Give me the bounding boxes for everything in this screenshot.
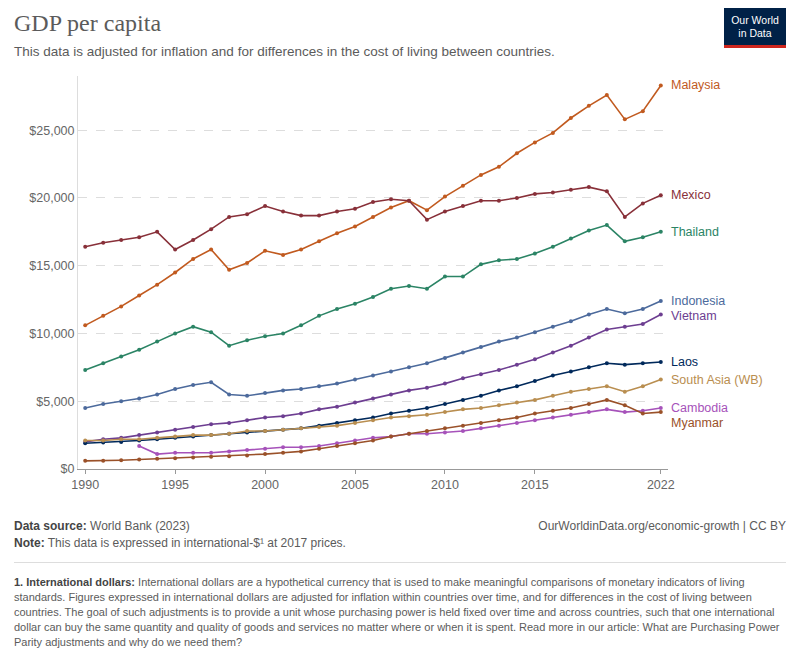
svg-text:$20,000: $20,000 [29,191,74,205]
svg-text:Vietnam: Vietnam [671,309,717,323]
svg-text:$0: $0 [61,462,75,476]
svg-text:$5,000: $5,000 [36,395,74,409]
html-text:GDP per capita: GDP per capita [14,10,162,36]
html-text:in Data: in Data [738,27,772,39]
svg-text:Indonesia: Indonesia [671,294,725,308]
svg-text:$15,000: $15,000 [29,259,74,273]
svg-text:$25,000: $25,000 [29,124,74,138]
svg-text:Myanmar: Myanmar [671,416,723,430]
svg-text:1995: 1995 [161,478,189,492]
svg-text:Thailand: Thailand [671,225,719,239]
html-text:This data is adjusted for infl: This data is adjusted for inflation and … [14,44,555,59]
html-text:OurWorldinData.org/economic-gr: OurWorldinData.org/economic-growth | CC … [538,519,786,533]
svg-text:2000: 2000 [251,478,279,492]
svg-text:Laos: Laos [671,355,698,369]
svg-text:2015: 2015 [521,478,549,492]
svg-text:2010: 2010 [431,478,459,492]
svg-text:South Asia (WB): South Asia (WB) [671,373,763,387]
svg-text:2005: 2005 [341,478,369,492]
svg-text:Malaysia: Malaysia [671,78,720,92]
svg-text:1990: 1990 [71,478,99,492]
html-text:Our World: Our World [731,14,779,26]
svg-text:$10,000: $10,000 [29,327,74,341]
html-text:1. International dollars: Inte: 1. International dollars: International … [14,576,780,648]
html-text:Data source: World Bank (2023): Data source: World Bank (2023) [14,519,190,533]
html-text:Note: This data is expressed i: Note: This data is expressed in internat… [14,536,346,550]
svg-text:2022: 2022 [647,478,675,492]
svg-text:Cambodia: Cambodia [671,401,728,415]
svg-text:Mexico: Mexico [671,188,711,202]
